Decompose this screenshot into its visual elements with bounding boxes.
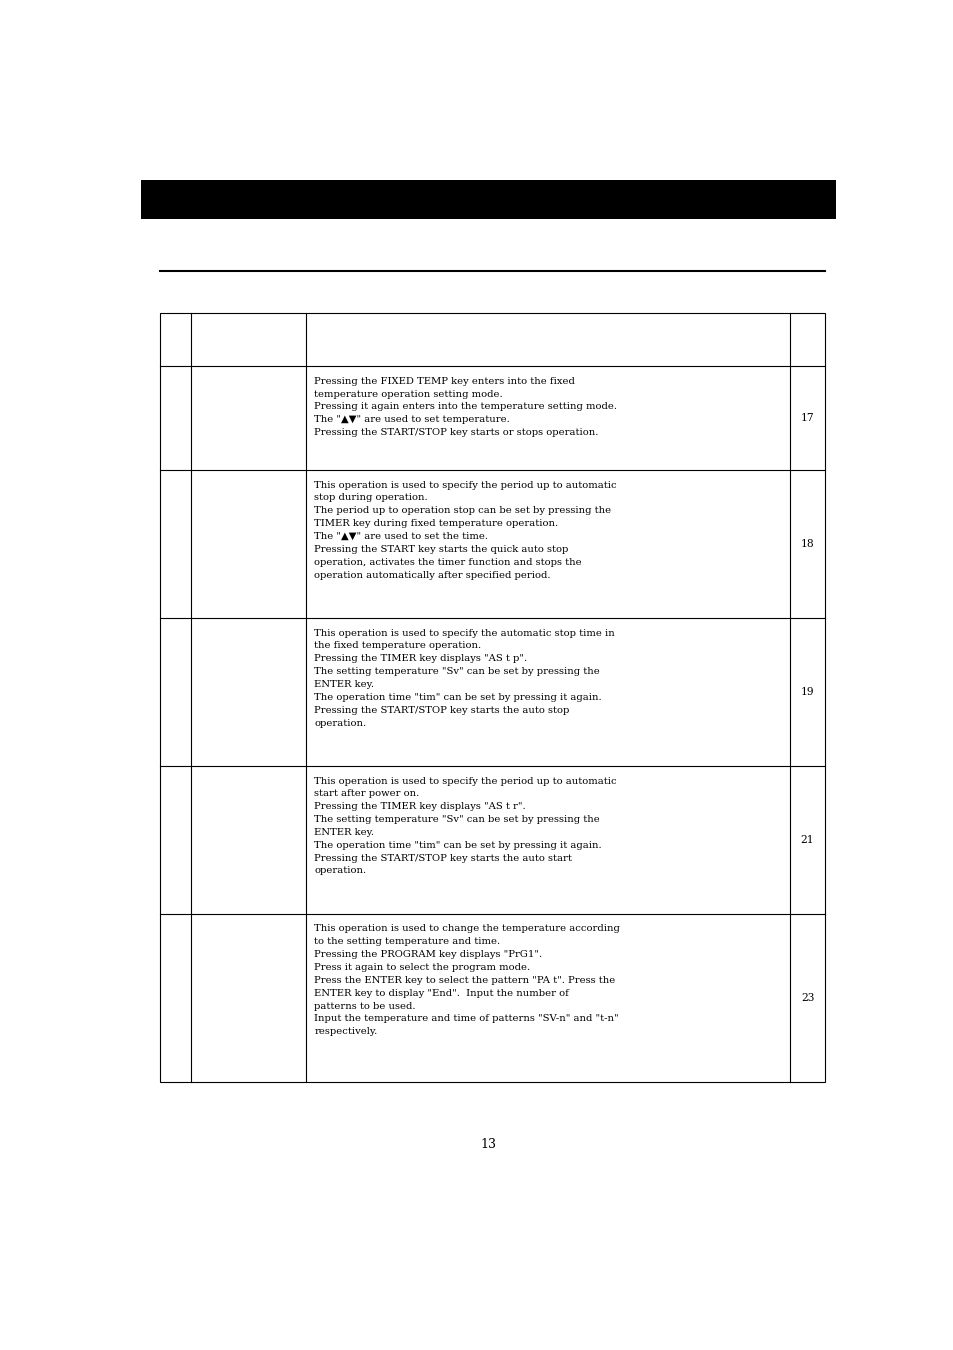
Text: This operation is used to specify the automatic stop time in
the fixed temperatu: This operation is used to specify the au… xyxy=(314,629,615,728)
Text: This operation is used to specify the period up to automatic
stop during operati: This operation is used to specify the pe… xyxy=(314,481,617,579)
Text: 23: 23 xyxy=(801,994,814,1003)
Text: 13: 13 xyxy=(480,1138,497,1150)
Bar xyxy=(160,313,824,1081)
Text: Pressing the FIXED TEMP key enters into the fixed
temperature operation setting : Pressing the FIXED TEMP key enters into … xyxy=(314,377,617,437)
Text: This operation is used to specify the period up to automatic
start after power o: This operation is used to specify the pe… xyxy=(314,776,617,875)
Text: This operation is used to change the temperature according
to the setting temper: This operation is used to change the tem… xyxy=(314,925,619,1037)
Text: 21: 21 xyxy=(800,836,814,845)
Bar xyxy=(141,180,836,219)
Text: 17: 17 xyxy=(800,413,814,424)
Text: 18: 18 xyxy=(800,539,814,549)
Text: 19: 19 xyxy=(800,687,814,697)
